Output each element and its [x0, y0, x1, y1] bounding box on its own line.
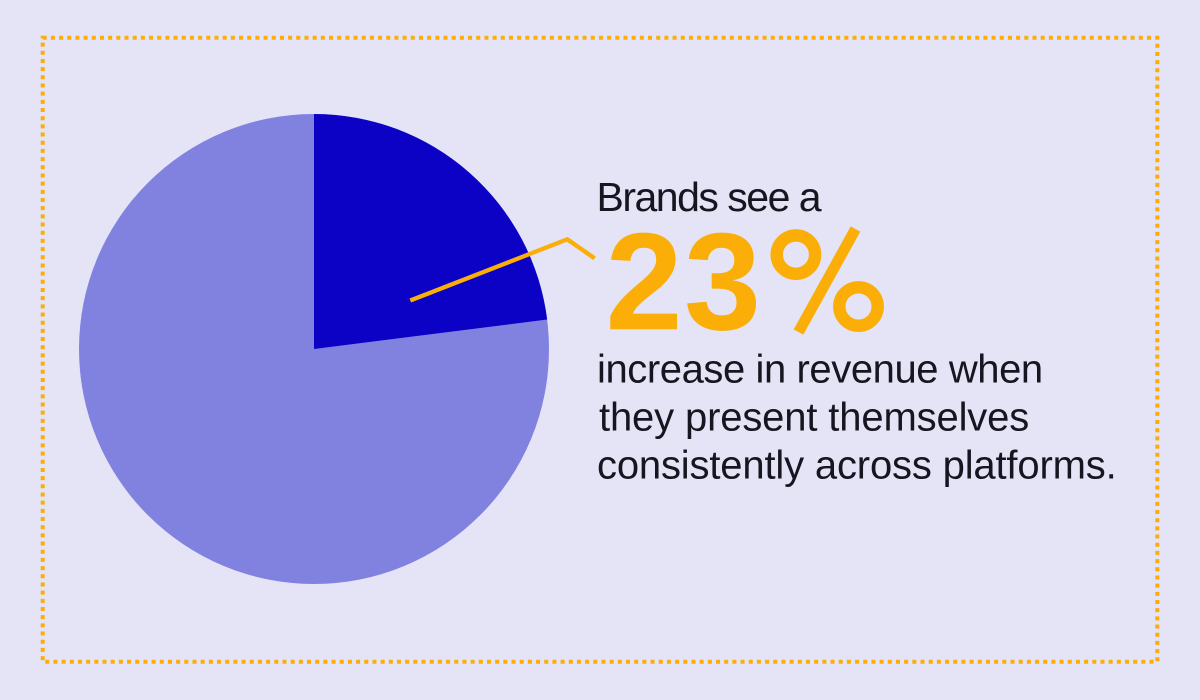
svg-text:consistently across platforms.: consistently across platforms.	[597, 444, 1117, 488]
svg-text:Brands see a: Brands see a	[597, 174, 822, 220]
svg-text:they present themselves: they present themselves	[599, 396, 1029, 440]
svg-text:increase in revenue when: increase in revenue when	[597, 348, 1043, 392]
svg-text:23: 23	[606, 205, 763, 359]
